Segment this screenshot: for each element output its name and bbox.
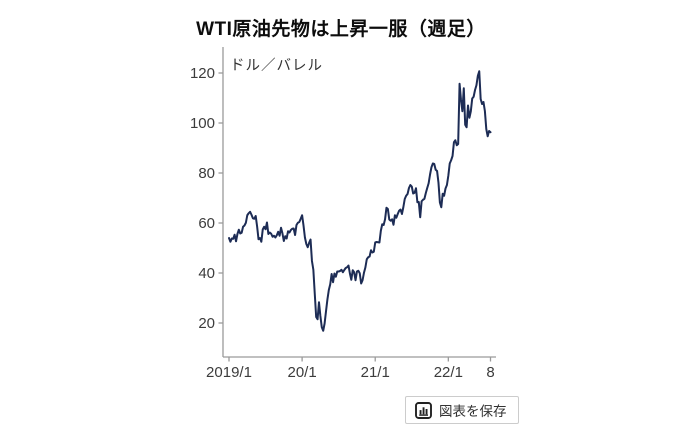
y-tick-label: 80 bbox=[198, 165, 215, 182]
y-tick-label: 100 bbox=[190, 115, 215, 132]
save-chart-button[interactable]: 図表を保存 bbox=[405, 396, 519, 424]
y-tick-label: 20 bbox=[198, 315, 215, 332]
bar-chart-icon bbox=[415, 401, 432, 419]
y-axis-unit-label: ドル／バレル bbox=[230, 58, 323, 74]
y-tick-label: 40 bbox=[198, 265, 215, 282]
x-tick-label: 8 bbox=[486, 364, 494, 381]
x-tick-label: 22/1 bbox=[434, 364, 463, 381]
save-chart-label: 図表を保存 bbox=[439, 404, 507, 419]
page-title: WTI原油先物は上昇一服（週足） bbox=[196, 19, 486, 40]
y-tick-label: 60 bbox=[198, 215, 215, 232]
price-line bbox=[228, 70, 492, 332]
x-tick-label: 20/1 bbox=[288, 364, 317, 381]
x-tick-label: 21/1 bbox=[361, 364, 390, 381]
y-tick-label: 120 bbox=[190, 65, 215, 82]
x-tick-label: 2019/1 bbox=[206, 364, 252, 381]
